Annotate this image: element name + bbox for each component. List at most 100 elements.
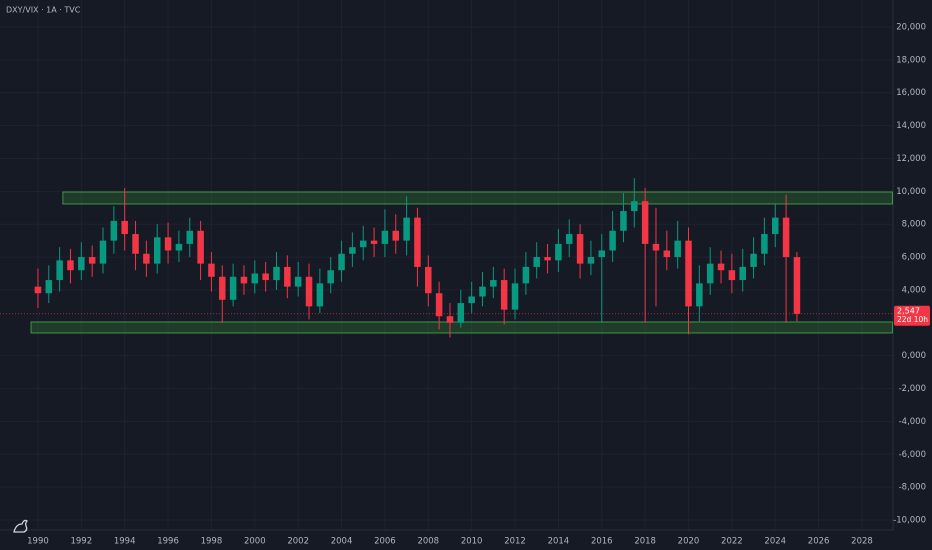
candle-body <box>121 220 128 235</box>
candle-body <box>229 276 237 300</box>
candle-body <box>500 280 508 310</box>
support-resistance-zone <box>30 321 893 334</box>
x-tick-label: 2010 <box>461 537 483 547</box>
y-tick-label: 16,000 <box>896 88 926 98</box>
candle-body <box>56 260 63 281</box>
x-tick-label: 2012 <box>504 537 526 547</box>
x-tick-label: 2014 <box>548 537 570 547</box>
candle-body <box>273 266 280 281</box>
x-tick-label: 1990 <box>27 537 49 547</box>
candle-body <box>381 230 389 244</box>
candle-body <box>316 283 324 307</box>
candle-body <box>782 217 790 258</box>
countdown-label: 22d 10h <box>897 315 928 324</box>
x-tick-label: 2008 <box>417 537 439 547</box>
candle-body <box>338 253 345 271</box>
candle-body <box>240 276 248 284</box>
y-tick-label: -4,000 <box>899 417 926 427</box>
y-tick-label: 14,000 <box>896 121 926 131</box>
candle-body <box>522 266 530 284</box>
x-tick-label: 1998 <box>201 537 223 547</box>
support-resistance-zone <box>62 191 893 205</box>
y-tick-label: -2,000 <box>899 384 926 394</box>
candle-body <box>793 257 801 314</box>
candle-body <box>555 243 562 261</box>
y-tick-label: 10,000 <box>896 187 926 197</box>
y-tick-label: 4,000 <box>902 285 926 295</box>
candle-body <box>674 240 681 258</box>
candle-body <box>45 280 53 294</box>
candle-body <box>425 266 432 294</box>
candle-body <box>511 283 519 310</box>
candle-body <box>327 270 334 284</box>
candle-body <box>620 211 627 231</box>
y-tick-label: 8,000 <box>902 220 926 230</box>
candle-body <box>219 276 226 300</box>
candle-body <box>544 257 551 261</box>
candle-body <box>34 286 42 294</box>
candle-body <box>132 234 139 254</box>
y-tick-label: -6,000 <box>899 450 926 460</box>
last-price-box <box>894 305 930 326</box>
y-tick-label: -10,000 <box>893 515 926 525</box>
candle-body <box>197 230 204 264</box>
x-tick-label: 2020 <box>678 537 700 547</box>
candle-body <box>186 230 193 244</box>
candle-body <box>652 243 660 251</box>
candle-body <box>717 263 725 271</box>
candle-body <box>67 260 74 271</box>
candle-body <box>251 273 259 284</box>
candle-body <box>414 217 421 267</box>
y-tick-label: 12,000 <box>896 154 926 164</box>
x-tick-label: 2002 <box>287 537 309 547</box>
x-tick-label: 1994 <box>114 537 136 547</box>
candle-body <box>370 240 378 244</box>
candle-body <box>587 257 595 264</box>
candle-body <box>479 286 486 297</box>
candle-body <box>631 201 638 212</box>
candle-body <box>294 276 302 287</box>
candle-body <box>609 230 616 251</box>
candle-body <box>359 240 367 248</box>
candle-body <box>349 247 356 254</box>
candle-body <box>576 234 584 264</box>
candle-body <box>435 293 443 317</box>
candle-body <box>598 250 606 258</box>
candle-body <box>392 230 400 241</box>
candle-body <box>403 217 410 241</box>
x-tick-label: 2028 <box>851 537 873 547</box>
x-tick-label: 2000 <box>244 537 266 547</box>
candle-body <box>284 266 291 287</box>
candle-body <box>110 220 118 241</box>
candle-body <box>164 237 172 251</box>
candle-body <box>262 273 269 281</box>
candle-body <box>446 316 454 323</box>
candle-body <box>685 240 692 307</box>
candle-body <box>761 234 768 254</box>
candle-body <box>641 201 649 244</box>
candle-body <box>305 276 313 307</box>
logo <box>13 519 29 533</box>
candle-body <box>533 257 540 267</box>
x-tick-label: 2006 <box>374 537 396 547</box>
x-tick-label: 1992 <box>70 537 92 547</box>
candle-body <box>696 283 703 307</box>
candle-body <box>153 237 161 264</box>
candle-body <box>208 263 215 277</box>
candle-body <box>565 234 573 244</box>
candle-body <box>771 217 779 235</box>
x-tick-label: 2018 <box>634 537 656 547</box>
last-price-label: 2,547 <box>897 306 920 315</box>
y-tick-label: -8,000 <box>899 483 926 493</box>
candle-body <box>490 280 497 287</box>
x-tick-label: 2026 <box>808 537 830 547</box>
candle-body <box>468 296 475 304</box>
candle-body <box>739 266 746 281</box>
candle-body <box>175 243 183 251</box>
y-tick-label: 20,000 <box>896 22 926 32</box>
candle-body <box>457 303 465 323</box>
candle-body <box>663 250 671 258</box>
